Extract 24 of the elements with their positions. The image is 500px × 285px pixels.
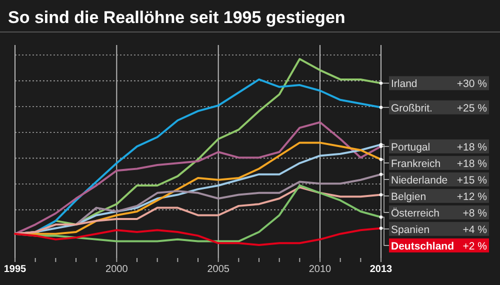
text: +25 % xyxy=(456,102,487,114)
series-label: Niederlande xyxy=(391,174,448,186)
text: +2 % xyxy=(462,240,487,252)
series-label: Deutschland xyxy=(391,240,454,252)
text: +4 % xyxy=(462,224,487,236)
series-label: Spanien xyxy=(391,224,430,236)
text: +15 % xyxy=(456,174,487,186)
text: +8 % xyxy=(462,207,487,220)
series-label: Frankreich xyxy=(391,158,441,170)
x-tick-label: 2010 xyxy=(308,264,332,276)
chart-title: So sind die Reallöhne seit 1995 gestiegen xyxy=(8,8,346,27)
x-tick-label: 1995 xyxy=(4,264,27,276)
series-label: Österreich xyxy=(391,207,440,220)
x-tick-label: 2000 xyxy=(106,264,128,276)
text: +30 % xyxy=(456,78,487,90)
text: +18 % xyxy=(456,158,487,170)
x-tick-label: 2013 xyxy=(370,264,393,276)
series-label: Belgien xyxy=(391,190,426,203)
series-label: Portugal xyxy=(391,141,430,154)
text: +12 % xyxy=(456,190,487,203)
text: +18 % xyxy=(456,141,487,154)
series-label: Großbrit. xyxy=(391,102,432,114)
series-label: Irland xyxy=(391,78,418,90)
x-tick-label: 2005 xyxy=(207,264,230,276)
